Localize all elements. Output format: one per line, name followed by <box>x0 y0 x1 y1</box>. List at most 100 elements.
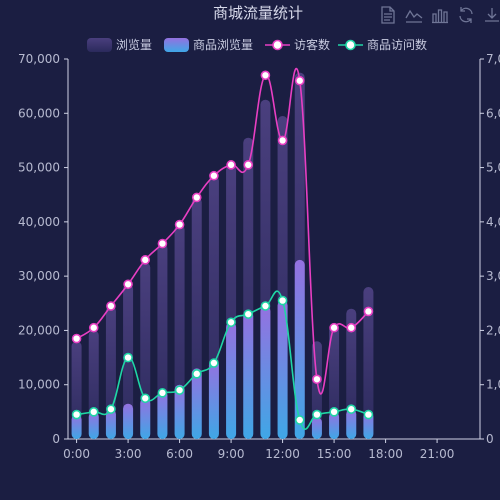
product-visits-point[interactable] <box>123 352 133 363</box>
y-right-tick-label: 4,0 <box>486 215 500 229</box>
product-views-bar[interactable] <box>105 409 116 439</box>
product-visits-point[interactable] <box>277 295 288 306</box>
visitors-point[interactable] <box>329 322 339 333</box>
x-tick-label: 6:00 <box>166 447 193 461</box>
visitors-point[interactable] <box>226 160 236 170</box>
product-visits-point[interactable] <box>226 317 236 328</box>
legend-visitors-swatch-dot <box>272 39 283 51</box>
product-visits-point[interactable] <box>88 407 99 417</box>
product-visits-point[interactable] <box>243 309 254 319</box>
y-right-tick-label: 5,0 <box>486 161 500 175</box>
product-views-bar[interactable] <box>208 360 219 439</box>
y-right-tick-label: 7,0 <box>486 52 500 66</box>
legend-product-visits-swatch-dot <box>345 39 356 51</box>
legend-views-swatch <box>87 38 112 52</box>
toolbox <box>378 5 500 25</box>
data-view-icon[interactable] <box>378 5 398 25</box>
visitors-point[interactable] <box>71 333 82 344</box>
visitors-point[interactable] <box>294 75 305 86</box>
series-product-views-bars <box>71 259 374 439</box>
product-views-bar[interactable] <box>174 384 185 439</box>
legend-visitors[interactable]: 访客数 <box>265 37 330 52</box>
visitors-point[interactable] <box>123 279 133 290</box>
y-left-tick-label: 50,000 <box>18 161 60 175</box>
visitors-point[interactable] <box>209 170 219 181</box>
visitors-point[interactable] <box>363 306 374 317</box>
series-views-bars <box>71 72 374 440</box>
y-right-tick-label: 3,0 <box>486 269 500 283</box>
product-visits-point[interactable] <box>157 388 168 398</box>
x-tick-label: 12:00 <box>265 447 300 461</box>
product-views-bar[interactable] <box>260 306 271 439</box>
y-left-tick-label: 0 <box>52 432 60 446</box>
product-views-bar[interactable] <box>157 390 168 439</box>
visitors-point[interactable] <box>312 374 322 385</box>
visitors-point[interactable] <box>191 192 202 203</box>
visitors-point[interactable] <box>243 160 254 170</box>
product-views-bar[interactable] <box>71 414 82 439</box>
product-visits-point[interactable] <box>329 407 339 417</box>
visitors-point[interactable] <box>140 255 151 265</box>
product-views-bar[interactable] <box>226 322 237 439</box>
refresh-icon[interactable] <box>456 5 476 25</box>
line-chart-icon[interactable] <box>404 5 424 25</box>
legend-product-views[interactable]: 商品浏览量 <box>164 37 253 52</box>
visitors-point[interactable] <box>88 322 99 333</box>
product-views-bar[interactable] <box>277 300 288 439</box>
product-views-bar[interactable] <box>311 417 322 439</box>
product-visits-point[interactable] <box>140 393 151 404</box>
product-views-bar[interactable] <box>88 411 99 439</box>
legend-views[interactable]: 浏览量 <box>87 37 152 52</box>
visitors-point[interactable] <box>346 322 357 333</box>
product-visits-line <box>76 290 369 430</box>
product-views-bar[interactable] <box>346 409 357 439</box>
product-views-bar[interactable] <box>191 368 202 439</box>
product-views-bar[interactable] <box>294 259 305 439</box>
y-left-tick-label: 30,000 <box>18 269 60 283</box>
visitors-point[interactable] <box>174 219 185 230</box>
x-tick-label: 21:00 <box>420 447 455 461</box>
product-views-bar[interactable] <box>243 311 254 439</box>
visitors-point[interactable] <box>106 301 116 311</box>
product-visits-point[interactable] <box>209 358 219 368</box>
product-visits-point[interactable] <box>71 409 82 420</box>
product-visits-point[interactable] <box>106 404 116 414</box>
y-left-tick-label: 40,000 <box>18 215 60 229</box>
product-views-bar[interactable] <box>329 411 340 439</box>
visitors-line <box>76 67 369 395</box>
download-icon[interactable] <box>482 5 500 25</box>
product-visits-point[interactable] <box>260 301 271 311</box>
x-tick-label: 0:00 <box>63 447 90 461</box>
y-left-tick-label: 10,000 <box>18 378 60 392</box>
axes: 0 10,000 20,000 30,000 40,000 50,000 60,000 70,… <box>18 52 500 461</box>
y-left-tick-label: 60,000 <box>18 106 60 120</box>
product-visits-point[interactable] <box>294 415 305 425</box>
legend-product-views-swatch <box>164 38 189 52</box>
chart-title: 商城流量统计 <box>212 4 303 22</box>
y-right-tick-label: 2,0 <box>486 323 500 337</box>
visitors-point[interactable] <box>277 135 288 146</box>
product-visits-point[interactable] <box>363 409 374 420</box>
product-views-bar[interactable] <box>123 403 134 439</box>
x-tick-label: 3:00 <box>115 447 142 461</box>
visitors-point[interactable] <box>260 70 271 81</box>
legend-views-label: 浏览量 <box>116 37 152 52</box>
product-visits-point[interactable] <box>312 409 322 420</box>
bar-chart-icon[interactable] <box>430 5 450 25</box>
legend-product-visits[interactable]: 商品访问数 <box>338 37 427 52</box>
product-views-bar[interactable] <box>140 398 151 439</box>
legend-visitors-label: 访客数 <box>294 37 330 52</box>
x-tick-label: 9:00 <box>218 447 245 461</box>
product-visits-point[interactable] <box>191 369 202 379</box>
product-visits-point[interactable] <box>346 404 357 414</box>
series-lines <box>71 67 374 430</box>
y-left-tick-label: 70,000 <box>18 52 60 66</box>
visitors-point[interactable] <box>157 238 168 249</box>
y-left-tick-label: 20,000 <box>18 323 60 337</box>
legend: 浏览量 商品浏览量 访客数 商品访问数 <box>87 37 427 52</box>
views-bar[interactable] <box>363 287 374 439</box>
product-visits-point[interactable] <box>174 385 185 395</box>
y-right-tick-label: 1,0 <box>486 378 500 392</box>
